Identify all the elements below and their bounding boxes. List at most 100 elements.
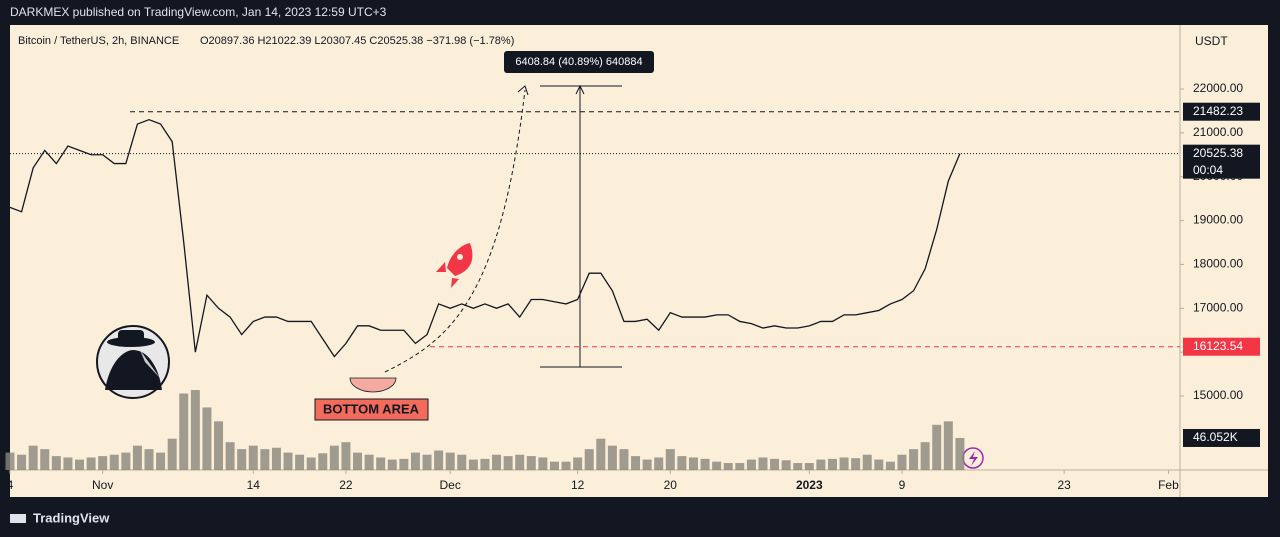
measure-box (504, 51, 654, 73)
volume-bar (376, 457, 386, 470)
volume-bar (260, 449, 270, 470)
volume-bar (549, 461, 559, 470)
x-tick-label: Dec (440, 478, 461, 492)
x-tick-label: 2023 (796, 478, 823, 492)
volume-bar (28, 445, 38, 470)
volume-bar (51, 456, 61, 470)
volume-bar (283, 452, 293, 470)
volume-bar (353, 452, 363, 470)
level-label: 16123.54 (1193, 339, 1243, 353)
x-tick-label: 12 (571, 478, 585, 492)
volume-bar (75, 459, 85, 470)
volume-bar (758, 457, 768, 470)
level-label: 20525.38 (1193, 146, 1243, 160)
volume-bar (190, 390, 200, 470)
plot-bg (10, 25, 1268, 497)
x-tick-label: 14 (247, 478, 261, 492)
volume-bar (5, 452, 15, 470)
volume-bar (688, 457, 698, 470)
arrow-head (517, 85, 529, 96)
volume-bar (897, 454, 907, 470)
x-tick-label: Nov (92, 478, 113, 492)
volume-bar (804, 463, 814, 470)
volume-bar (712, 461, 722, 470)
volume-label-box (1183, 428, 1260, 447)
volume-bar (561, 461, 571, 470)
volume-bar (503, 456, 513, 470)
volume-bar (631, 456, 641, 470)
volume-bar (839, 457, 849, 470)
volume-bar (86, 457, 96, 470)
level-label-box (1183, 337, 1260, 356)
volume-bar (793, 463, 803, 470)
y-tick-label: 17000.00 (1193, 300, 1243, 314)
measure-arrow (575, 84, 585, 95)
level-label: 21482.23 (1193, 104, 1243, 118)
volume-bar (156, 452, 166, 470)
volume-bar (318, 453, 328, 470)
countdown: 00:04 (1193, 163, 1223, 177)
volume-bar (584, 449, 594, 470)
y-tick-label: 15000.00 (1193, 388, 1243, 402)
volume-bar (723, 463, 733, 470)
volume-bar (98, 456, 108, 470)
ohlc: O20897.36 H21022.39 L20307.45 C20525.38 … (200, 35, 514, 47)
volume-bar (932, 424, 942, 470)
volume-bar (167, 438, 177, 470)
volume-bar (665, 449, 675, 470)
y-tick-label: 19000.00 (1193, 213, 1243, 227)
volume-bar (214, 421, 224, 470)
volume-bar (654, 457, 664, 470)
volume-bar (179, 393, 189, 470)
symbol: Bitcoin / TetherUS, 2h, BINANCE (18, 35, 179, 47)
volume-bar (573, 457, 583, 470)
annotation: BOTTOM AREA (323, 401, 420, 416)
level-label-box (1183, 144, 1260, 179)
price-line (9, 118, 961, 358)
y-tick-label: 22000.00 (1193, 81, 1243, 95)
volume-bar (144, 449, 154, 470)
volume-bar (943, 421, 953, 470)
volume-bar (422, 454, 432, 470)
volume-bar (874, 459, 884, 470)
volume-bar (735, 463, 745, 470)
volume-bar (237, 449, 247, 470)
volume-bar (248, 445, 258, 470)
volume-bar (619, 449, 629, 470)
volume-bar (434, 450, 444, 470)
volume-label: 46.052K (1193, 430, 1238, 444)
volume-bar (341, 442, 351, 470)
y-tick-label: 18000.00 (1193, 257, 1243, 271)
volume-bar (271, 447, 281, 470)
volume-bar (920, 442, 930, 470)
volume-bar (63, 457, 73, 470)
event-icon (969, 451, 978, 466)
bottom-arc (349, 377, 397, 393)
volume-bar (538, 457, 548, 470)
measure-label: 6408.84 (40.89%) 640884 (515, 56, 642, 68)
volume-bar (642, 459, 652, 470)
volume-bar (121, 452, 131, 470)
volume-bar (607, 445, 617, 470)
y-tick-label: 21000.00 (1193, 125, 1243, 139)
volume-bar (700, 458, 710, 470)
x-tick-label: 22 (339, 478, 353, 492)
volume-bar (770, 458, 780, 470)
volume-bar (329, 445, 339, 470)
volume-bar (457, 454, 467, 470)
volume-bar (295, 454, 305, 470)
x-tick-label: 4 (7, 478, 14, 492)
x-tick-label: 9 (899, 478, 906, 492)
volume-bar (225, 442, 235, 470)
annotation-box (314, 398, 429, 421)
volume-bar (851, 458, 861, 470)
footer: TradingView (33, 510, 110, 525)
volume-bar (480, 458, 490, 470)
volume-bar (132, 445, 142, 470)
volume-bar (526, 456, 536, 470)
volume-bar (364, 454, 374, 470)
volume-bar (746, 459, 756, 470)
volume-bar (827, 458, 837, 470)
x-tick-label: Feb (1158, 478, 1179, 492)
